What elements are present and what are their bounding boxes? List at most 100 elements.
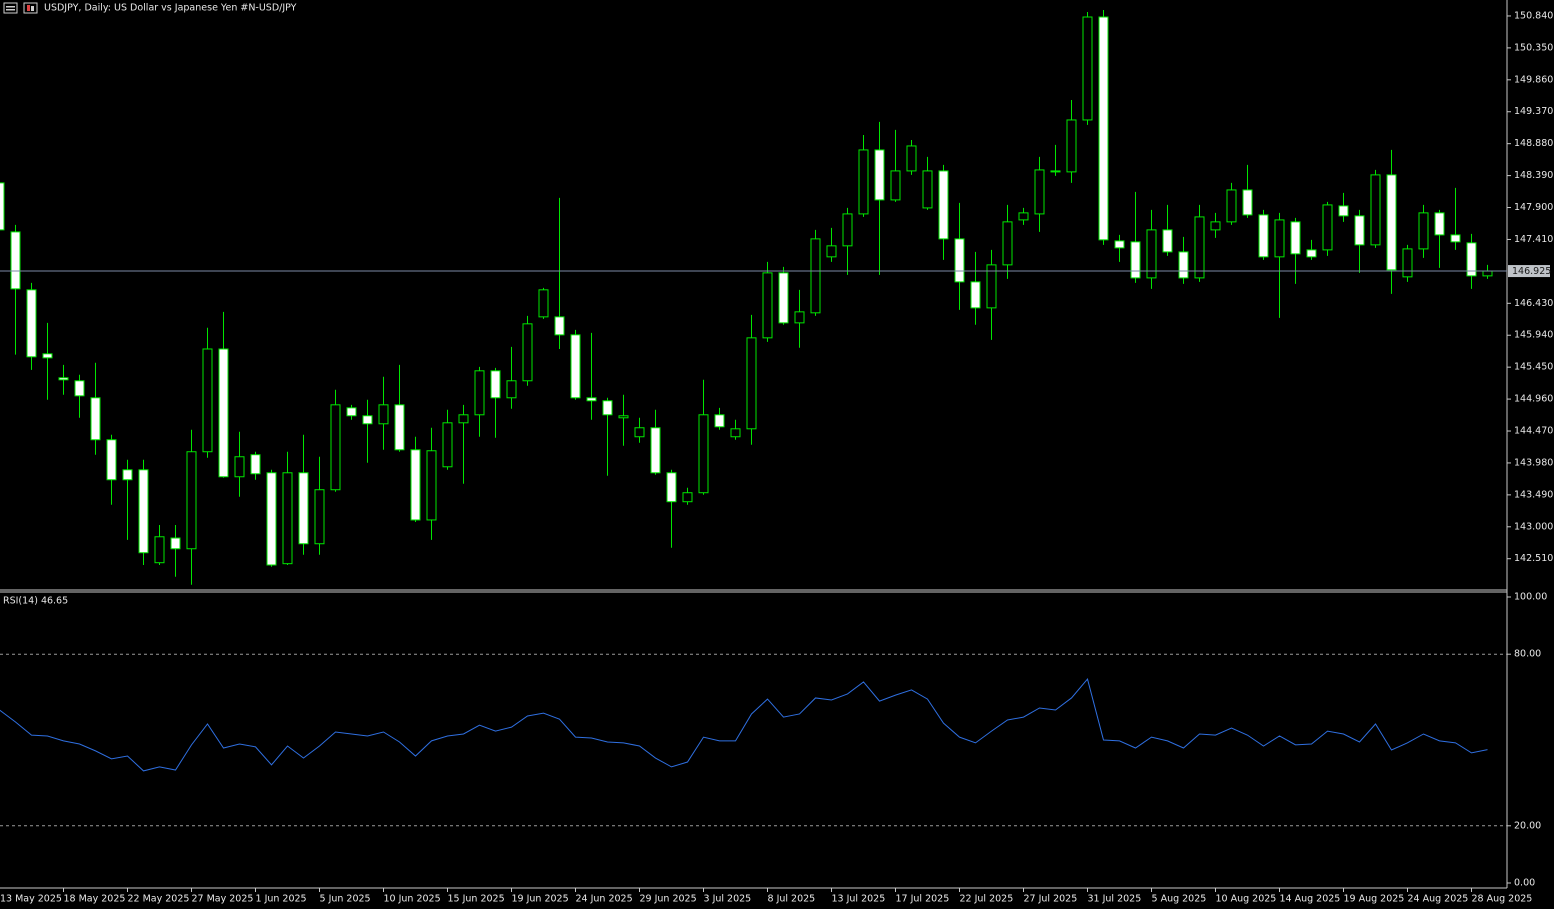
- icon: [3, 2, 18, 14]
- candle-body: [26, 289, 37, 358]
- candle-body: [1482, 270, 1493, 277]
- candle-body: [58, 377, 69, 381]
- y-tick-label: 149.370: [1514, 106, 1553, 117]
- x-tick-label: 8 Jul 2025: [768, 894, 816, 905]
- indicator-title: RSI(14) 46.65: [3, 596, 68, 607]
- candle-body: [570, 334, 581, 399]
- candle-body: [730, 428, 741, 438]
- candle-body: [1226, 189, 1237, 223]
- y-tick-label: 100.00: [1514, 592, 1547, 603]
- x-tick-label: 13 Jul 2025: [832, 894, 886, 905]
- x-tick-label: 15 Jun 2025: [448, 894, 505, 905]
- x-tick-label: 3 Jul 2025: [704, 894, 752, 905]
- candle-body: [810, 238, 821, 314]
- candle-body: [778, 272, 789, 324]
- last-price-box: [1508, 265, 1550, 278]
- y-tick-label: 145.450: [1514, 362, 1553, 373]
- candle-body: [1242, 189, 1253, 216]
- rsi-line: [0, 678, 1488, 772]
- y-tick-label: 142.510: [1514, 553, 1553, 564]
- x-tick-label: 14 Aug 2025: [1280, 894, 1341, 905]
- candle-body: [1178, 251, 1189, 279]
- last-price-label: 146.925: [1512, 266, 1551, 277]
- x-tick-label: 17 Jul 2025: [896, 894, 950, 905]
- candle-body: [154, 536, 165, 564]
- candle-body: [1082, 16, 1093, 121]
- candle-body: [1130, 241, 1141, 279]
- y-tick-label: 150.840: [1514, 10, 1553, 21]
- icon: [27, 5, 30, 11]
- icon: [31, 6, 34, 11]
- candle-body: [1290, 221, 1301, 255]
- candle-body: [586, 397, 597, 402]
- y-tick-label: 80.00: [1514, 649, 1541, 660]
- candle-body: [1162, 229, 1173, 253]
- y-tick-label: 20.00: [1514, 820, 1541, 831]
- candle-body: [1194, 216, 1205, 279]
- toolbar-icons: [3, 2, 38, 14]
- candle-body: [1066, 119, 1077, 173]
- candle-body: [170, 537, 181, 550]
- candle-body: [746, 337, 757, 430]
- candle-body: [826, 245, 837, 258]
- y-tick-label: 144.960: [1514, 394, 1553, 405]
- candle-body: [1322, 204, 1333, 251]
- candle-body: [1114, 240, 1125, 249]
- candle-body: [442, 422, 453, 468]
- icon: [23, 2, 38, 14]
- candle-body: [0, 182, 5, 231]
- candle-body: [938, 170, 949, 240]
- y-tick-label: 143.000: [1514, 521, 1553, 532]
- candle-body: [234, 456, 245, 478]
- candle-body: [1306, 249, 1317, 258]
- candle-body: [858, 149, 869, 215]
- candle-body: [1370, 174, 1381, 246]
- candle-body: [1418, 212, 1429, 250]
- x-tick-label: 27 May 2025: [192, 894, 254, 905]
- x-tick-label: 31 Jul 2025: [1088, 894, 1142, 905]
- candle-body: [138, 469, 149, 554]
- candle-body: [970, 281, 981, 309]
- candle-body: [186, 451, 197, 550]
- candle-body: [634, 427, 645, 438]
- candle-body: [954, 238, 965, 283]
- x-tick-label: 5 Aug 2025: [1152, 894, 1207, 905]
- candle-body: [602, 400, 613, 416]
- chart-title: USDJPY, Daily: US Dollar vs Japanese Yen…: [44, 3, 297, 14]
- candle-body: [874, 149, 885, 201]
- candle-body: [266, 472, 277, 566]
- y-tick-label: 0.00: [1514, 877, 1535, 888]
- candle-body: [1354, 215, 1365, 246]
- candle-body: [490, 370, 501, 399]
- candle-body: [1466, 242, 1477, 277]
- y-tick-label: 149.860: [1514, 74, 1553, 85]
- y-tick-label: 148.880: [1514, 138, 1553, 149]
- candle-body: [1402, 248, 1413, 278]
- candle-body: [618, 415, 629, 419]
- candle-body: [330, 404, 341, 491]
- candle-body: [202, 348, 213, 453]
- candle-body: [714, 414, 725, 428]
- y-tick-label: 144.470: [1514, 426, 1553, 437]
- candle-body: [890, 170, 901, 201]
- x-tick-label: 27 Jul 2025: [1024, 894, 1078, 905]
- candle-body: [378, 404, 389, 425]
- candle-body: [74, 380, 85, 397]
- y-tick-label: 147.900: [1514, 202, 1553, 213]
- candle-body: [1386, 174, 1397, 271]
- candle-body: [1146, 229, 1157, 279]
- candle-body: [1002, 221, 1013, 266]
- candle-body: [698, 414, 709, 494]
- candle-body: [506, 380, 517, 399]
- candle-body: [1034, 169, 1045, 215]
- candle-body: [218, 348, 229, 478]
- candle-body: [394, 404, 405, 451]
- x-tick-label: 13 May 2025: [0, 894, 62, 905]
- candle-body: [410, 449, 421, 521]
- y-tick-label: 148.390: [1514, 170, 1553, 181]
- candle-body: [522, 323, 533, 382]
- x-tick-label: 24 Aug 2025: [1408, 894, 1469, 905]
- icon: [6, 6, 15, 8]
- candle-body: [122, 469, 133, 481]
- y-tick-label: 150.350: [1514, 42, 1553, 53]
